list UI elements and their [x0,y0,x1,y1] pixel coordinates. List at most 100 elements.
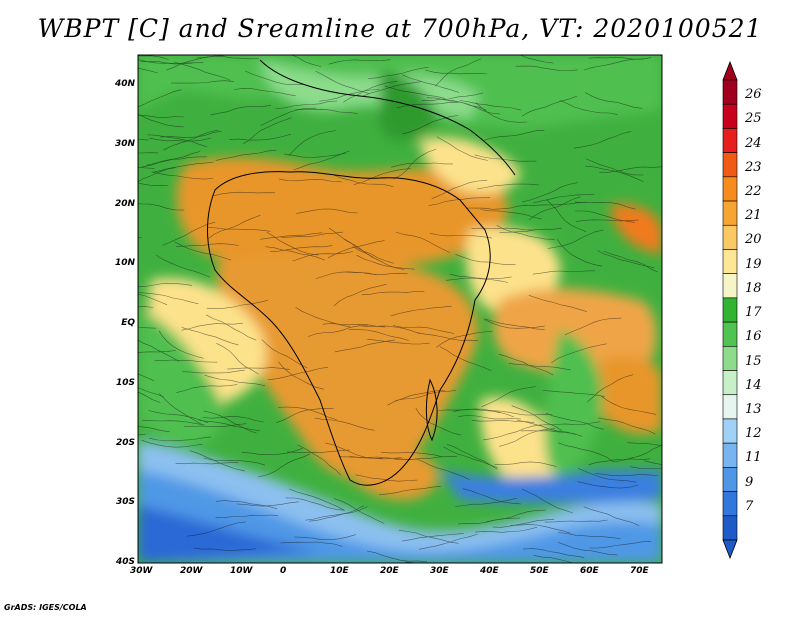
streamline [260,232,323,240]
streamline [586,374,634,403]
streamline [196,55,259,60]
streamline [280,541,343,547]
lon-label: 70E [630,566,649,576]
colorbar-top-arrow [722,60,738,81]
streamline [149,436,212,442]
streamline [333,498,385,524]
streamline [314,417,375,431]
streamline [431,179,488,199]
streamline [443,446,498,468]
streamline [207,227,271,232]
streamline [349,456,413,460]
streamline [462,488,521,505]
streamline [499,227,562,233]
streamline [204,374,266,387]
streamline [333,174,394,187]
streamline [138,282,193,288]
streamline [138,68,158,74]
streamline [138,55,169,60]
colorbar-segment [722,224,738,250]
streamline [458,415,521,420]
streamline [149,137,212,142]
streamline [528,196,581,221]
streamline [138,183,168,186]
lat-label: 10S [115,377,135,388]
streamline [545,412,604,430]
streamline [138,306,154,308]
streamline [519,55,554,64]
streamline [391,162,453,168]
streamline [236,501,299,507]
streamline [521,488,573,514]
streamline [558,542,618,556]
streamline [141,440,203,448]
streamline [492,519,555,528]
colorbar-label: 26 [745,87,762,103]
colorbar-label: 24 [745,135,762,151]
lat-label: EQ [121,318,135,328]
streamline [270,245,333,252]
streamline [395,231,451,253]
streamline [266,231,319,256]
streamline [280,231,344,238]
colorbar [722,60,738,560]
streamline [138,373,155,382]
streamline [644,460,662,465]
colorbar-label: 21 [745,208,762,224]
streamline [471,420,535,424]
streamline [295,306,351,328]
streamline [279,178,342,183]
streamline [138,237,142,239]
colorbar-segment [722,442,738,468]
streamline [244,70,304,85]
colorbar-segment [722,152,738,178]
streamline [206,314,257,341]
lon-label: 40E [480,566,499,576]
streamline [289,488,344,511]
streamline [290,55,322,67]
colorbar-segment [722,273,738,299]
streamline [186,521,246,537]
colorbar-segment [722,297,738,323]
streamline [138,113,184,128]
lon-label: 20W [180,566,203,576]
streamline [459,100,521,111]
streamline [277,406,337,420]
streamline [434,58,482,87]
streamline [322,323,386,328]
lon-label: 10E [330,566,349,576]
streamline [315,271,377,279]
streamline [174,61,231,81]
streamline [138,114,185,118]
streamline [229,133,292,141]
streamline [345,271,408,276]
streamline [465,204,529,210]
lon-label: 30E [430,566,449,576]
colorbar-segment [722,515,738,541]
streamline [333,284,387,307]
streamline [528,295,587,312]
streamline [138,89,182,108]
lon-label: 20E [380,566,399,576]
streamline [415,458,470,480]
streamline [521,182,578,203]
streamline [328,59,391,65]
streamline [575,210,636,223]
streamline [202,416,264,423]
streamline [305,505,364,521]
streamline [208,214,261,239]
colorbar-label: 22 [745,184,762,200]
streamline [446,444,498,470]
lat-label: 10N [114,258,135,269]
streamline [521,95,577,117]
streamline [577,468,637,483]
wbpt-field [138,55,662,563]
streamline [292,251,353,262]
streamline [141,151,201,168]
colorbar-label: 7 [745,498,754,514]
streamline [558,532,621,539]
streamline [523,548,585,558]
lon-label: 50E [530,566,549,576]
colorbar-label: 12 [745,426,762,442]
streamline [600,395,657,415]
